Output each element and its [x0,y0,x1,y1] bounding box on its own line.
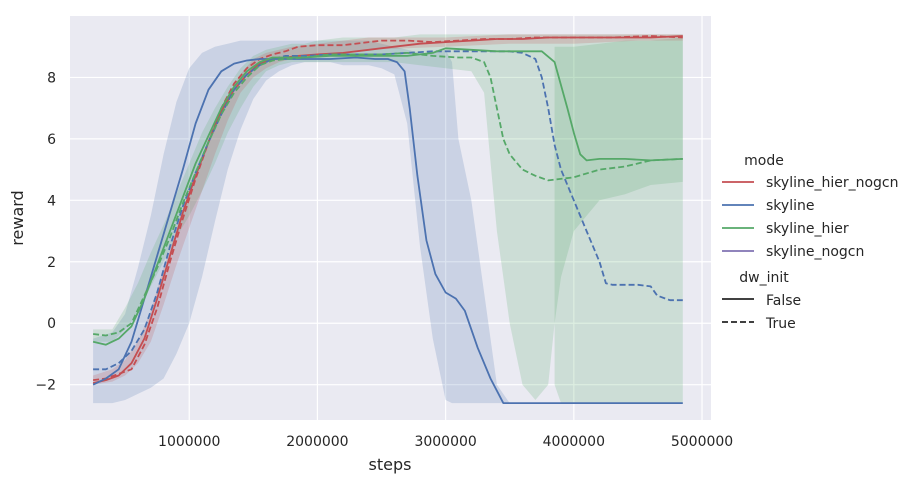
legend-title-dw-init: dw_init [739,270,789,286]
y-tick-label: 0 [47,316,56,332]
legend-label-skyline: skyline [766,198,814,214]
series-line-skyline-hier-dashed [92,52,683,337]
x-tick-label: 4000000 [543,434,605,450]
legend-label-true: True [765,316,796,332]
x-tick-labels: 1000000 2000000 3000000 4000000 5000000 [158,434,733,450]
y-tick-label: 2 [47,255,56,271]
y-tick-label: 4 [47,193,56,209]
confidence-bands [93,34,683,404]
x-axis-title: steps [369,455,412,474]
legend-label-false: False [766,293,801,309]
y-tick-label: 8 [47,70,56,86]
x-tick-label: 2000000 [286,434,348,450]
series-line-skyline-solid [92,56,683,404]
x-tick-label: 5000000 [671,434,733,450]
series-line-skyline-hier-nogcn-dashed [92,35,683,381]
legend-label-skyline-hier-nogcn: skyline_hier_nogcn [766,175,898,191]
confidence-band [554,37,683,404]
series-line-skyline-dashed [93,50,683,371]
legend-label-skyline-hier: skyline_hier [766,221,849,237]
series-lines [92,35,683,404]
series-line-skyline-hier-solid [92,47,683,346]
legend-label-skyline-nogcn: skyline_nogcn [766,244,864,260]
legend: mode skyline_hier_nogcn skyline skyline_… [722,153,898,332]
confidence-band [93,40,683,404]
y-axis-title: reward [8,190,27,245]
x-tick-label: 1000000 [158,434,220,450]
x-tick-label: 3000000 [414,434,476,450]
legend-title-mode: mode [744,153,784,169]
confidence-band [93,34,683,401]
y-tick-label: −2 [35,378,56,394]
y-tick-label: 6 [47,132,56,148]
grid [70,16,711,420]
y-tick-labels: −2 0 2 4 6 8 [35,70,56,393]
